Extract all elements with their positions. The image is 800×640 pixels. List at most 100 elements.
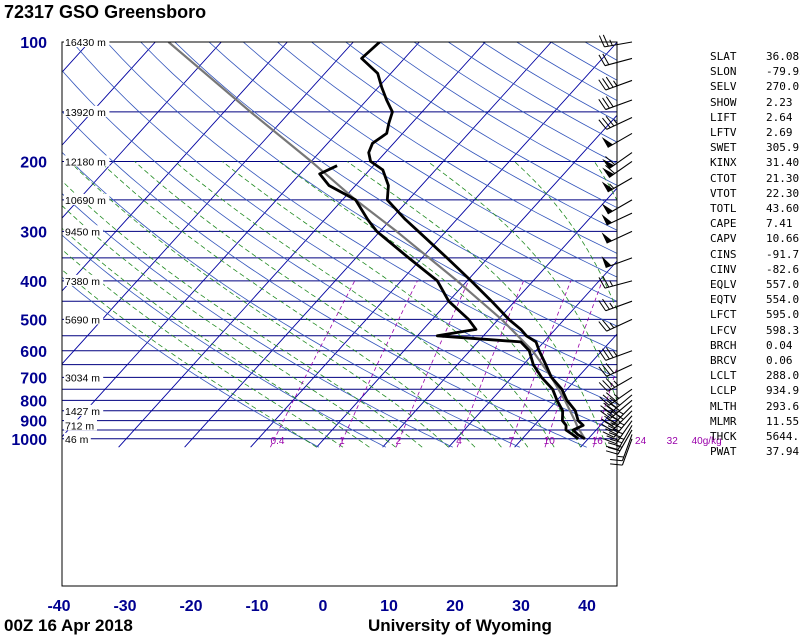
mixing-ratio-line [669,281,713,447]
isotherm-line [382,187,617,448]
wind-barb [598,347,633,361]
wind-barb-half [609,322,615,329]
wind-barb-staff [617,429,633,455]
height-label-bg [64,404,104,416]
moist-adiabat-line [62,180,423,448]
wind-barb-full [607,442,621,447]
moist-adiabat-line [99,161,476,448]
wind-barb [598,318,633,332]
wind-barb-flag [601,232,613,244]
wind-barb [598,96,633,111]
index-key: LFTV [710,126,737,139]
height-label: 712 m [65,420,94,432]
height-label: 3034 m [65,372,100,384]
height-label: 16430 m [65,37,106,49]
wind-barb-full [605,445,619,451]
wind-barb-full [602,380,612,390]
wind-barb-full [606,435,619,441]
mixing-ratio-label: 2 [396,436,402,447]
pressure-tick-label: 500 [20,312,47,329]
dry-adiabat-line [345,42,617,209]
wind-barb-half [617,437,625,440]
moist-adiabat-line [62,227,370,448]
index-key: CTOT [710,171,737,185]
dry-adiabat-line [62,276,320,448]
temperature-tick-label: -10 [245,598,268,615]
wind-barb-full [607,446,621,452]
mixing-ratio-label: 10 [544,436,556,447]
pressure-tick-label: 300 [20,224,47,241]
index-key: PWAT [710,445,737,459]
index-value: 293.6 [766,399,800,413]
wind-barb-staff [613,415,633,438]
isotherm-line [316,114,617,448]
mixing-ratio-line [270,280,356,448]
moist-adiabat-line [346,161,608,448]
wind-barb-full [598,300,607,312]
height-label-bg [64,371,104,383]
dry-adiabat-line [550,42,617,81]
height-label: 7380 m [65,276,100,288]
wind-barb-full [605,363,615,374]
isotherm-line [62,42,222,219]
index-key: LIFT [710,110,737,124]
index-key: VTOT [710,186,737,200]
wind-barb [601,177,633,193]
wind-barb [610,438,633,466]
wind-barb-full [602,298,610,310]
mixing-ratio-label: 1 [339,436,345,447]
index-value: -91.7 [766,247,800,261]
wind-barb-flag [601,181,613,192]
wind-barb-half [609,280,614,287]
wind-barb [601,230,633,244]
moist-adiabat-line [62,248,344,448]
dry-adiabat-line [277,42,617,254]
wind-barb-full [605,156,616,166]
temperature-tick-label: 20 [446,598,464,615]
index-key: TOTL [710,202,737,215]
wind-barb-full [598,35,605,48]
index-key: LFCV [710,323,737,337]
dry-adiabat-line [413,42,617,164]
wind-barb-full [598,277,606,289]
index-key: SWET [710,141,737,155]
height-label: 13920 m [65,107,106,119]
wind-barb-full [610,422,622,429]
wind-barb-staff [604,41,633,48]
wind-barb-flag [601,137,613,148]
wind-barb [601,212,633,226]
wind-barb-full [604,415,616,424]
temperature-tick-label: -30 [113,598,136,615]
mixing-ratio-line [509,280,572,448]
height-label: 5690 m [65,314,100,326]
moist-adiabat-line [222,161,555,448]
wind-barb-flag [602,158,614,169]
wind-barb-staff [606,212,633,226]
height-label-bg [64,432,91,444]
height-label-bg [64,274,104,286]
temperature-profile-line [360,42,586,440]
pressure-tick-label: 700 [20,370,47,387]
wind-barb-half [613,380,619,386]
wind-barb-full [605,450,619,455]
index-value: -82.6 [766,262,800,276]
wind-barb-full [599,396,610,406]
mixing-ratio-label: 40g/kg [692,436,722,447]
dry-adiabat-line [174,42,617,327]
wind-barb-staff [621,438,633,466]
dewpoint-profile-line [318,164,580,440]
index-value: 22.30 [766,186,800,200]
wind-barb-full [603,402,614,411]
pressure-tick-label: 800 [20,393,47,410]
isotherm-line [184,42,552,448]
pressure-tick-label: 100 [20,35,47,52]
wind-barb-full [609,402,621,412]
index-value: 31.40 [766,156,800,170]
wind-barb-full [605,76,614,88]
mixing-ratio-line [395,280,469,448]
wind-barb-full [605,116,615,127]
pressure-tick-label: 600 [20,344,47,361]
wind-barb-full [598,349,607,361]
index-key: LFCT [710,308,737,322]
